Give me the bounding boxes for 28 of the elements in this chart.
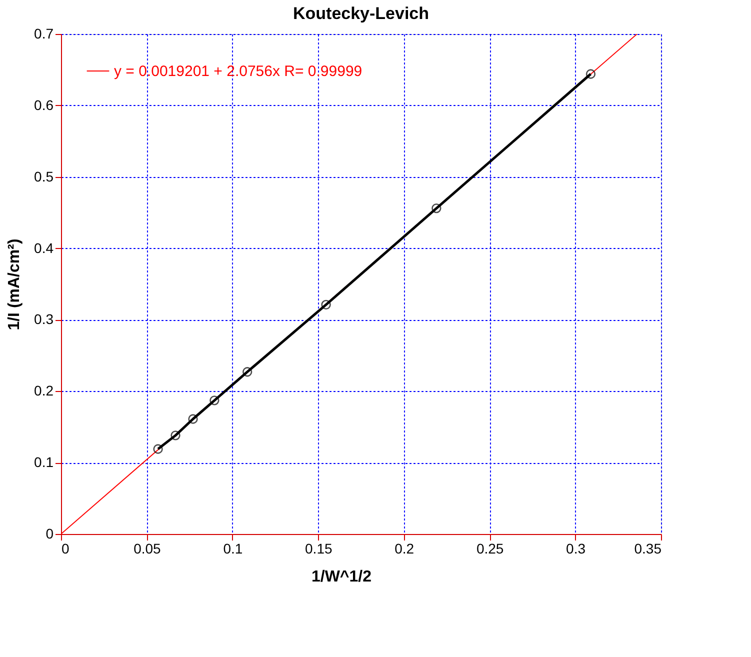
x-tick-label: 0.1 [223,540,243,556]
x-tick-label: 0.05 [134,540,162,556]
y-tick-label: 0.5 [34,168,54,184]
y-tick-label: 0.7 [34,26,54,42]
x-tick-label: 0.25 [476,540,504,556]
x-tick-label: 0.2 [394,540,414,556]
y-axis-title: 1/I (mA/cm²) [6,238,24,330]
point [242,367,252,377]
y-tick-label: 0.2 [34,382,54,399]
chart-title: Koutecky-Levich [292,4,430,23]
x-tick-label: 0.3 [566,540,586,556]
x-tick-label: 0 [62,540,70,556]
y-tick-label: 0.6 [34,96,54,113]
point [153,444,163,454]
point [188,414,198,424]
point [586,69,596,79]
point [321,300,331,310]
x-tick-label: 0.35 [634,540,662,556]
y-tick-label: 0.3 [34,311,54,328]
point [170,430,180,440]
x-axis-title: 1/W^1/2 [311,568,372,586]
point [432,203,442,214]
x-tick-label: 0.15 [305,540,332,556]
y-tick-label: 0.4 [34,240,54,256]
legend-label: y = 0.0019201 + 2.0756x R= 0.99999 [114,63,362,80]
y-tick-label: 0 [46,526,54,542]
point [210,396,220,406]
y-tick-label: 0.1 [34,454,54,470]
